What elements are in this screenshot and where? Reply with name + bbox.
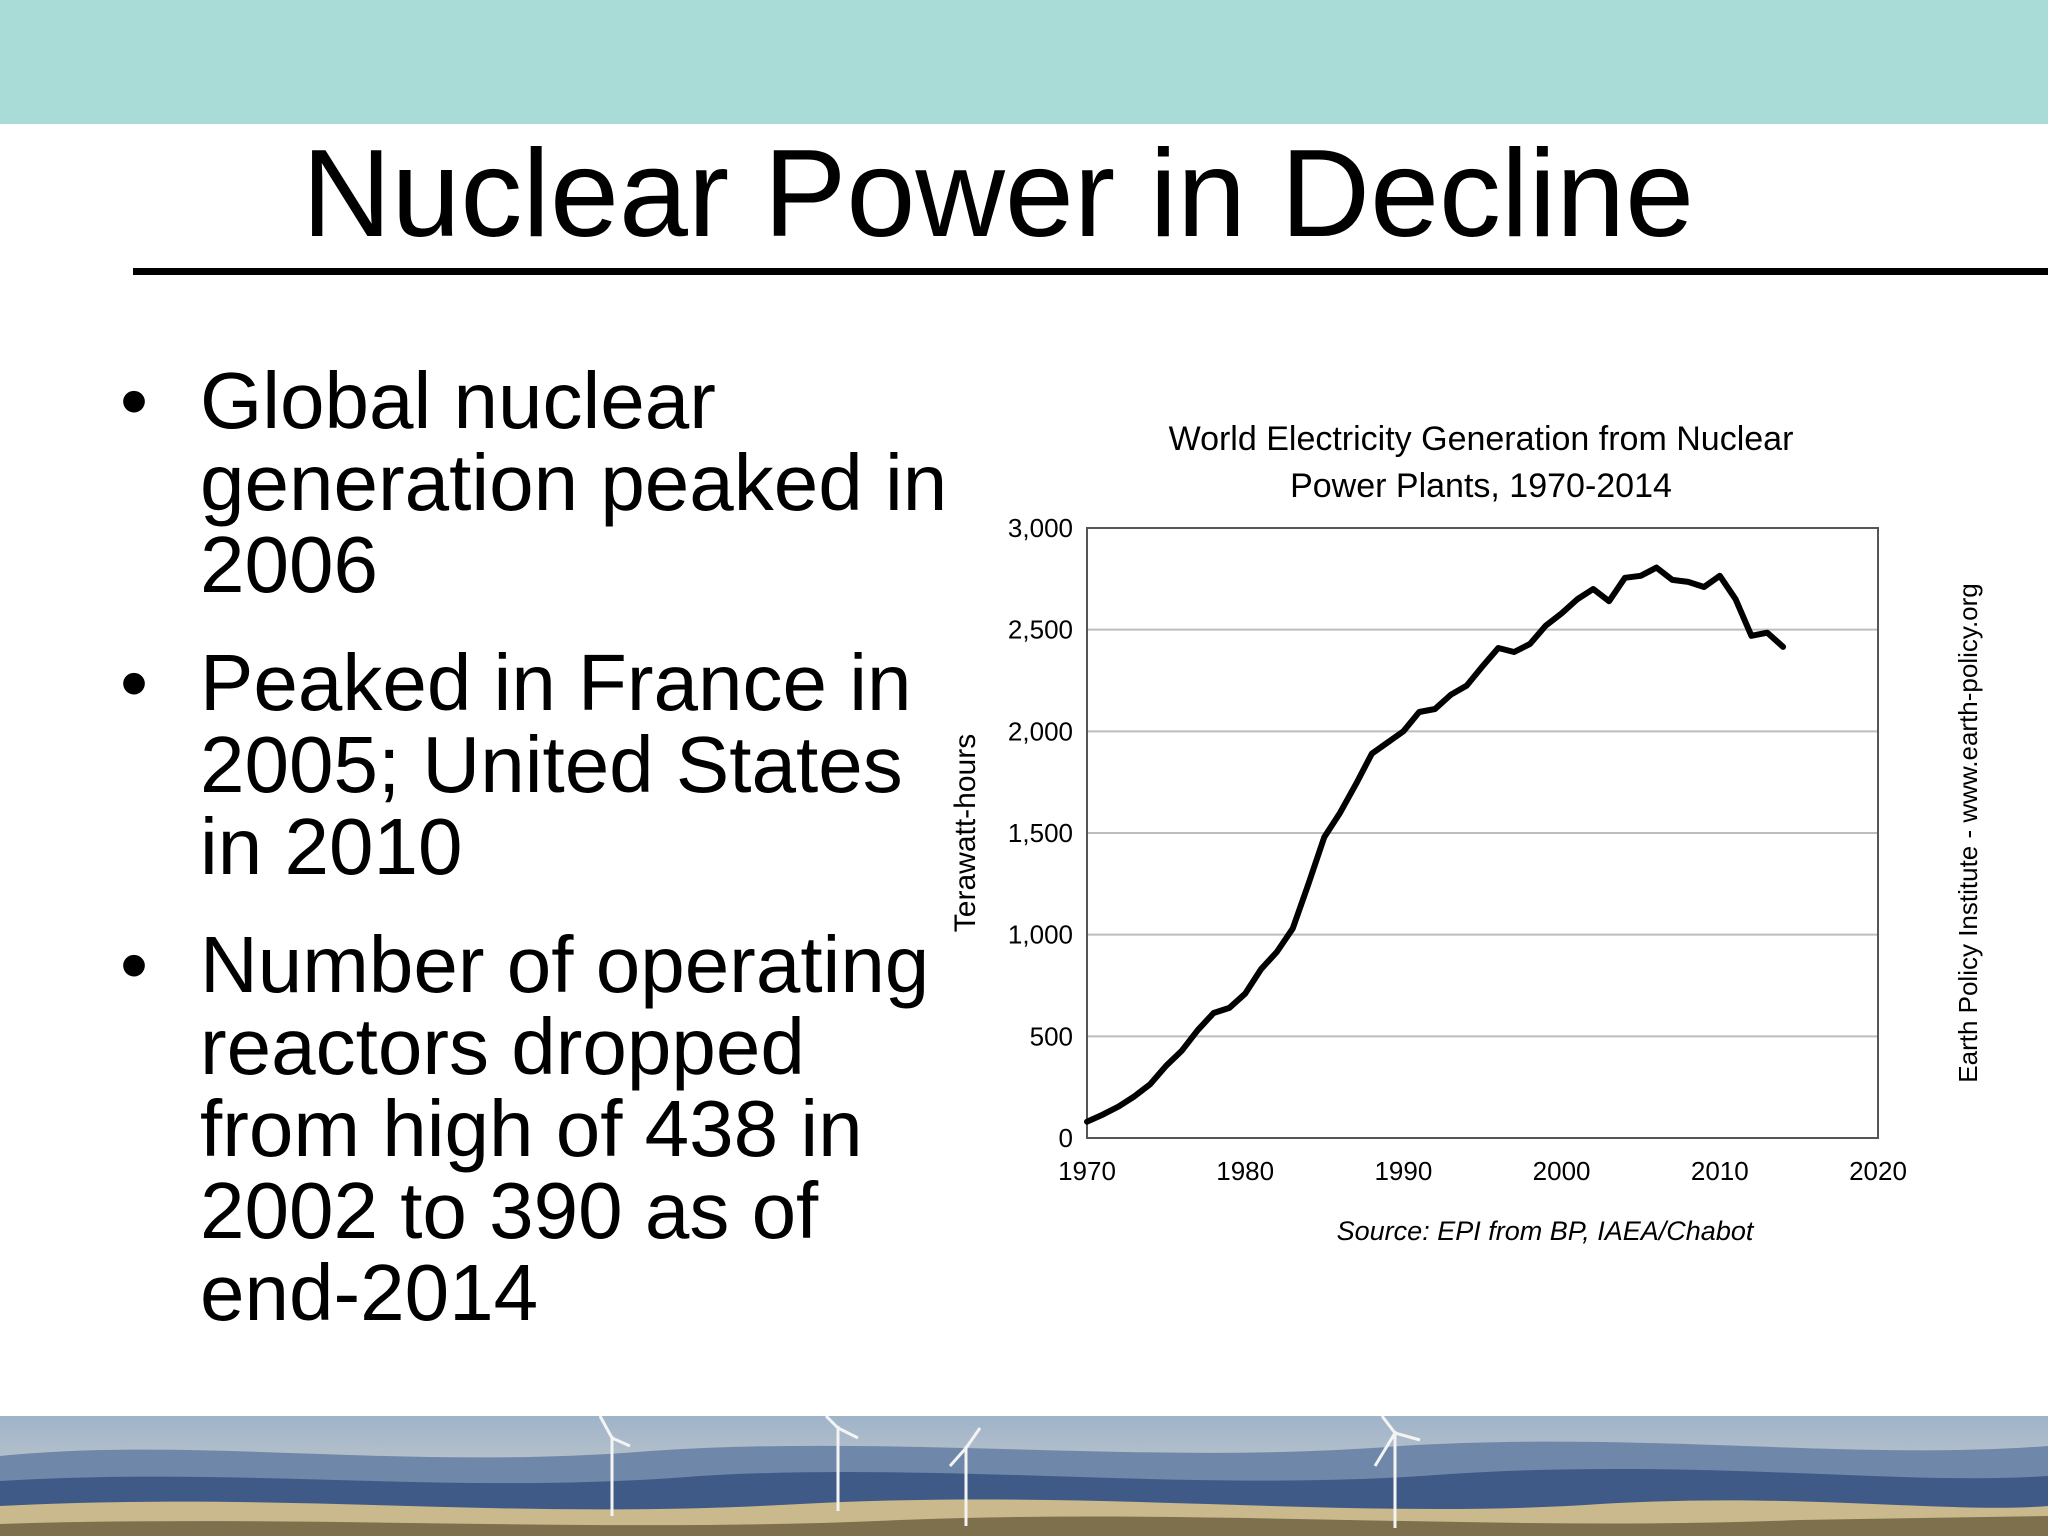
top-band: [0, 0, 2048, 124]
y-tick-label: 2,500: [1008, 615, 1073, 645]
nuclear-generation-chart: World Electricity Generation from Nuclea…: [930, 400, 2020, 1260]
bullet-dot: •: [120, 920, 149, 1009]
x-tick-label: 1990: [1374, 1156, 1432, 1186]
bullet-text: Global nuclear generation peaked in 2006: [200, 356, 948, 609]
bullet-item: • Peaked in France in 2005; United State…: [120, 642, 960, 888]
x-tick-label: 2010: [1691, 1156, 1749, 1186]
chart-svg: World Electricity Generation from Nuclea…: [949, 420, 1983, 1246]
chart-title-line-2: Power Plants, 1970-2014: [1290, 467, 1672, 505]
bullet-dot: •: [120, 638, 149, 727]
y-tick-label: 0: [1059, 1123, 1073, 1153]
y-tick-label: 1,500: [1008, 818, 1073, 848]
x-tick-label: 1970: [1058, 1156, 1116, 1186]
x-tick-label: 2000: [1533, 1156, 1591, 1186]
y-tick-label: 500: [1030, 1021, 1073, 1051]
x-tick-label: 2020: [1849, 1156, 1907, 1186]
y-tick-label: 2,000: [1008, 716, 1073, 746]
wind-farm-landscape: [0, 1416, 2048, 1536]
y-tick-label: 3,000: [1008, 513, 1073, 543]
bullet-item: • Global nuclear generation peaked in 20…: [120, 360, 960, 606]
bullet-list: • Global nuclear generation peaked in 20…: [120, 360, 960, 1370]
y-tick-label: 1,000: [1008, 920, 1073, 950]
footer-landscape-image: [0, 1416, 2048, 1536]
series-line: [1084, 564, 1787, 1125]
y-axis-label: Terawatt-hours: [949, 734, 982, 932]
chart-title-line-1: World Electricity Generation from Nuclea…: [1169, 420, 1794, 458]
bullet-dot: •: [120, 356, 149, 445]
bullet-text: Peaked in France in 2005; United States …: [200, 638, 912, 891]
slide-title: Nuclear Power in Decline: [301, 125, 1695, 263]
grid-lines: [1087, 527, 1878, 1139]
side-note: Earth Policy Institute - www.earth-polic…: [1953, 583, 1983, 1082]
x-tick-labels: 1970 1980 1990 2000 2010 2020: [1058, 1156, 1907, 1186]
plot-frame: [1086, 527, 1879, 1139]
bullet-item: • Number of operating reactors dropped f…: [120, 924, 960, 1334]
source-note: Source: EPI from BP, IAEA/Chabot: [1337, 1216, 1755, 1246]
bullet-text: Number of operating reactors dropped fro…: [200, 920, 930, 1337]
x-tick-label: 1980: [1216, 1156, 1274, 1186]
title-rule: [133, 268, 2048, 275]
y-tick-labels: 0 500 1,000 1,500 2,000 2,500 3,000: [1008, 513, 1073, 1153]
